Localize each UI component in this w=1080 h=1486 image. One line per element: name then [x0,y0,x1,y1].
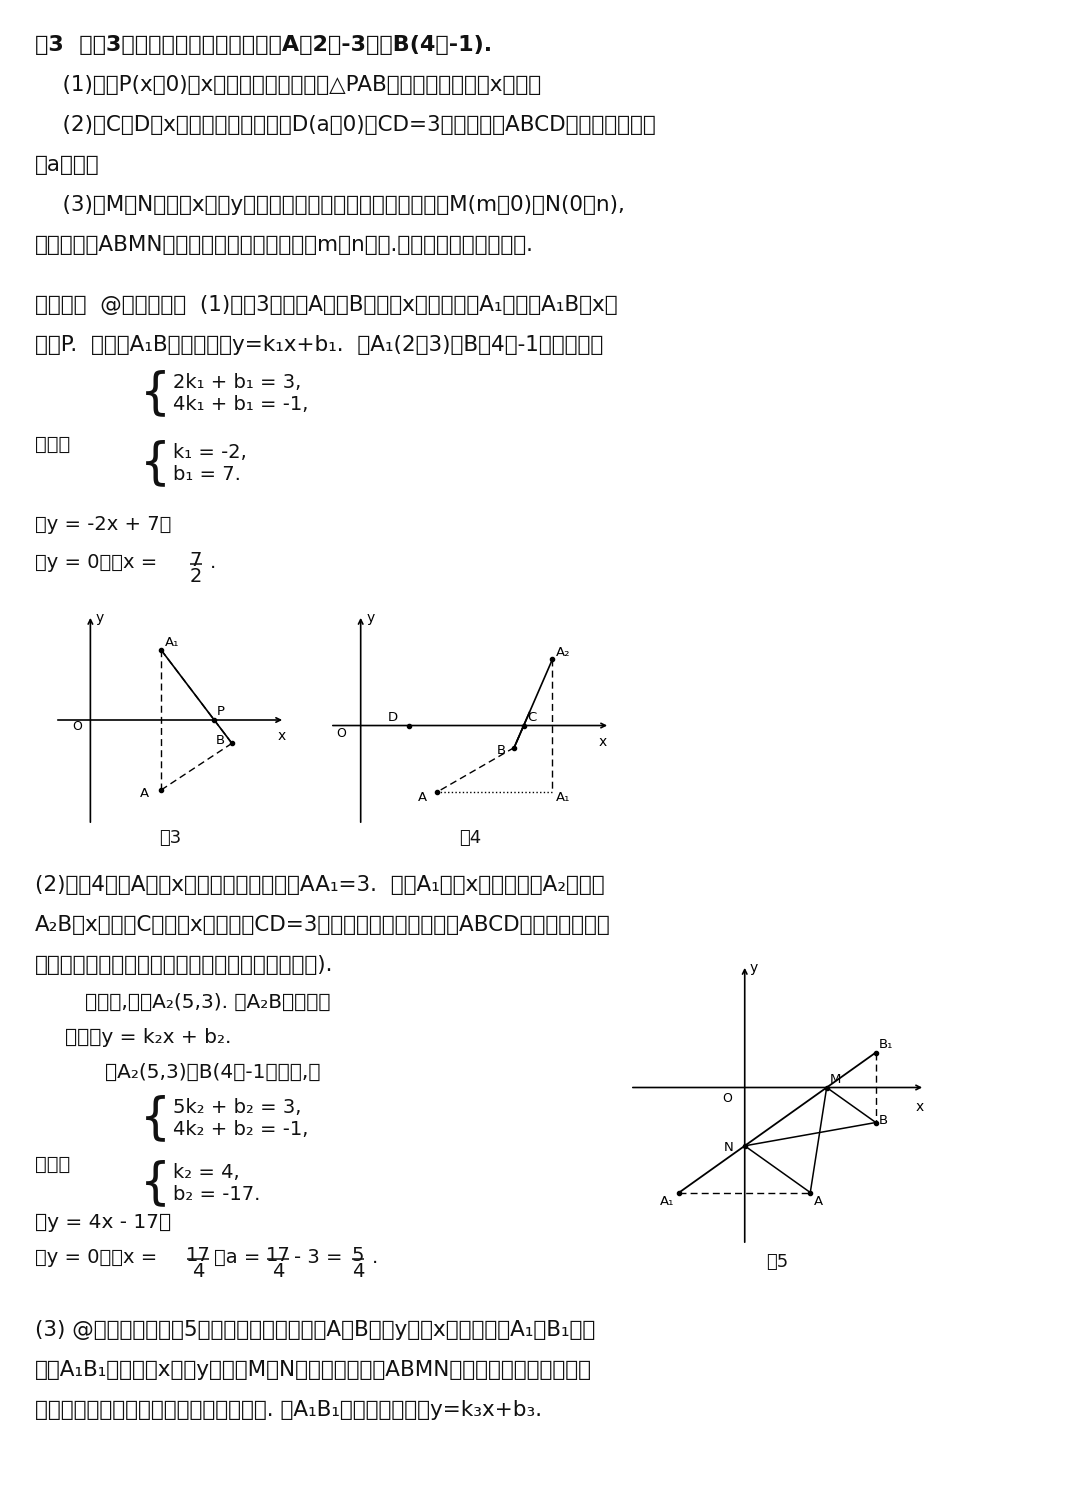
Text: 5k₂ + b₂ = 3,: 5k₂ + b₂ = 3, [173,1098,301,1117]
Text: 当y = 0时，x =: 当y = 0时，x = [35,553,163,572]
Text: A: A [813,1195,823,1208]
Text: 由题意,可知A₂(5,3). 设A₂B的直线解: 由题意,可知A₂(5,3). 设A₂B的直线解 [85,993,330,1012]
Text: C: C [527,710,536,724]
Text: 2: 2 [190,566,202,585]
Text: 4k₁ + b₁ = -1,: 4k₁ + b₁ = -1, [173,395,309,415]
Text: 图3: 图3 [159,829,181,847]
Text: x: x [598,736,607,749]
Text: 析式为y = k₂x + b₂.: 析式为y = k₂x + b₂. [65,1028,231,1048]
Text: .: . [210,553,216,572]
Text: y: y [366,611,375,624]
Text: 17: 17 [266,1245,291,1265]
Text: 2k₁ + b₁ = 3,: 2k₁ + b₁ = 3, [173,373,301,392]
Text: 4: 4 [192,1262,204,1281]
Text: B₁: B₁ [879,1039,893,1051]
Text: (3) @简单初中生如图5，我们可以先分别找出A、B关于y轴和x轴的对称点A₁和B₁，再: (3) @简单初中生如图5，我们可以先分别找出A、B关于y轴和x轴的对称点A₁和… [35,1320,595,1340]
Text: N: N [724,1141,733,1155]
Text: 解之得: 解之得 [35,1155,70,1174]
Text: 4: 4 [272,1262,284,1281]
Text: ，a =: ，a = [214,1248,267,1268]
Text: 将A₂(5,3)、B(4，-1）代入,得: 将A₂(5,3)、B(4，-1）代入,得 [105,1062,321,1082]
Text: B: B [216,734,225,747]
Text: b₂ = -17.: b₂ = -17. [173,1184,260,1204]
Text: 使得四边形ABMN的周长最短？若存在，求出m，n的值.若不存在，请说明理由.: 使得四边形ABMN的周长最短？若存在，求出m，n的值.若不存在，请说明理由. [35,235,534,256]
Text: O: O [336,727,346,740]
Text: {: { [139,438,171,487]
Text: - 3 =: - 3 = [294,1248,349,1268]
Text: x: x [915,1100,923,1113]
Text: 可以用两点之间，线段最短来加以证明）. 设A₁B₁的直线解析式为y=k₃x+b₃.: 可以用两点之间，线段最短来加以证明）. 设A₁B₁的直线解析式为y=k₃x+b₃… [35,1400,542,1421]
Text: 解之得: 解之得 [35,435,70,455]
Text: k₁ = -2,: k₁ = -2, [173,443,246,462]
Text: A₁: A₁ [556,791,570,804]
Text: k₂ = 4,: k₂ = 4, [173,1164,240,1181]
Text: 4k₂ + b₂ = -1,: 4k₂ + b₂ = -1, [173,1120,309,1138]
Text: D: D [388,710,397,724]
Text: (1)若点P(x，0)是x轴上的一个动点，当△PAB的周长最短时，求x的值；: (1)若点P(x，0)是x轴上的一个动点，当△PAB的周长最短时，求x的值； [35,74,541,95]
Text: 故y = 4x - 17，: 故y = 4x - 17， [35,1213,171,1232]
Text: M: M [829,1073,841,1086]
Text: 当y = 0时，x =: 当y = 0时，x = [35,1248,163,1268]
Text: 图4: 图4 [459,829,481,847]
Text: {: { [139,1094,171,1143]
Text: 用两点之间，线段最短，来证明最短周长的正确性).: 用两点之间，线段最短，来证明最短周长的正确性). [35,955,334,975]
Text: 图5: 图5 [767,1253,788,1271]
Text: 故y = -2x + 7，: 故y = -2x + 7， [35,516,172,533]
Text: A₁: A₁ [164,636,179,649]
Text: (2)如图4，过A点作x轴的平行线，并截取AA₁=3.  画点A₁关于x轴的对称点A₂，连结: (2)如图4，过A点作x轴的平行线，并截取AA₁=3. 画点A₁关于x轴的对称点… [35,875,605,895]
Text: (3)设M，N分别为x轴、y轴上的动点，问：是否存在这样的点M(m，0)和N(0，n),: (3)设M，N分别为x轴、y轴上的动点，问：是否存在这样的点M(m，0)和N(0… [35,195,625,215]
Text: 4: 4 [352,1262,364,1281]
Text: A₁: A₁ [660,1195,674,1208]
Text: B: B [497,744,505,758]
Text: 例3  如图3，已知平面直角坐标系中，A（2，-3），B(4，-1).: 例3 如图3，已知平面直角坐标系中，A（2，-3），B(4，-1). [35,36,492,55]
Text: A: A [140,788,149,799]
Text: 分析与解  @简单初中生  (1)如图3，找出A（或B）关于x轴的对称点A₁，连结A₁B交x轴: 分析与解 @简单初中生 (1)如图3，找出A（或B）关于x轴的对称点A₁，连结A… [35,296,618,315]
Text: O: O [721,1092,731,1104]
Text: A: A [418,791,428,804]
Text: P: P [217,706,225,718]
Text: {: { [139,1159,171,1207]
Text: y: y [750,961,758,975]
Text: y: y [96,611,104,626]
Text: A₂: A₂ [556,646,571,658]
Text: 连结A₁B₁，分别交x轴和y轴于点M与N，此时，四边形ABMN的周长是最短的（同样，: 连结A₁B₁，分别交x轴和y轴于点M与N，此时，四边形ABMN的周长是最短的（同… [35,1360,592,1380]
Text: .: . [372,1248,378,1268]
Text: A₂B交x轴于点C，再在x轴上截取CD=3，可得周长最短的四边形ABCD（大家也可以利: A₂B交x轴于点C，再在x轴上截取CD=3，可得周长最短的四边形ABCD（大家也… [35,915,611,935]
Text: b₁ = 7.: b₁ = 7. [173,465,241,484]
Text: 于点P.  设直线A₁B的解析式为y=k₁x+b₁.  将A₁(2，3)、B（4，-1）代入，得: 于点P. 设直线A₁B的解析式为y=k₁x+b₁. 将A₁(2，3)、B（4，-… [35,334,604,355]
Text: x: x [278,730,286,743]
Text: B: B [879,1114,888,1128]
Text: O: O [72,721,82,734]
Text: 5: 5 [352,1245,364,1265]
Text: (2)若C、D是x轴上的两个动点，且D(a，0)，CD=3，当四边形ABCD的周长最短时，: (2)若C、D是x轴上的两个动点，且D(a，0)，CD=3，当四边形ABCD的周… [35,114,656,135]
Text: {: { [139,369,171,418]
Text: 17: 17 [186,1245,211,1265]
Text: 7: 7 [190,551,202,571]
Text: 求a的值；: 求a的值； [35,155,99,175]
